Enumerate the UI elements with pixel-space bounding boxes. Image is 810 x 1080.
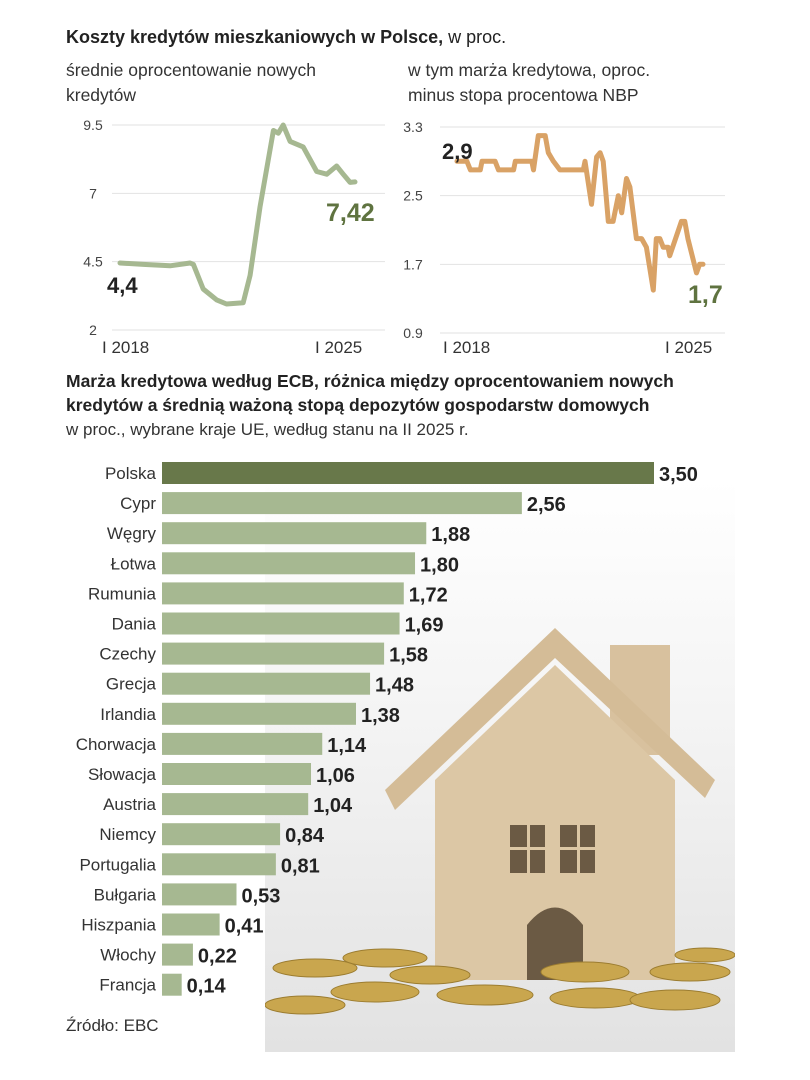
value-label: 0,41 bbox=[225, 916, 264, 938]
bar-rumunia bbox=[162, 582, 404, 605]
y-tick-label: 4.5 bbox=[83, 254, 103, 270]
value-label: 1,69 bbox=[405, 615, 444, 637]
bar-hiszpania bbox=[162, 913, 220, 936]
value-label: 1,48 bbox=[375, 675, 414, 697]
right-chart-title: w tym marża kredytowa, oproc. minus stop… bbox=[408, 60, 651, 105]
y-tick-label: 3.3 bbox=[403, 119, 423, 135]
y-tick-label: 7 bbox=[89, 185, 97, 201]
interest-rate-line bbox=[117, 122, 358, 307]
value-label: 0,84 bbox=[285, 825, 325, 847]
value-label: 1,58 bbox=[389, 645, 428, 667]
value-label: 2,56 bbox=[527, 494, 566, 516]
left-chart-title: średnie oprocentowanie nowych kredytów bbox=[66, 60, 317, 105]
bar-irlandia bbox=[162, 702, 356, 725]
value-label: 0,53 bbox=[242, 885, 281, 907]
country-label: Grecja bbox=[106, 675, 157, 694]
bar-słowacja bbox=[162, 763, 312, 785]
country-label: Cypr bbox=[120, 494, 156, 513]
country-label: Bułgaria bbox=[94, 885, 157, 904]
house-photo bbox=[264, 480, 736, 1052]
bar-portugalia bbox=[162, 853, 276, 876]
value-label: 1,14 bbox=[327, 735, 367, 757]
value-label: 1,06 bbox=[316, 765, 355, 787]
country-label: Łotwa bbox=[111, 554, 157, 573]
margin-line bbox=[454, 133, 706, 293]
bar-czechy bbox=[162, 642, 385, 665]
value-label: 1,88 bbox=[431, 524, 470, 546]
value-label: 1,04 bbox=[313, 795, 353, 817]
end-value-label: 1,7 bbox=[688, 281, 723, 309]
country-label: Czechy bbox=[99, 645, 156, 664]
title-bold: Koszty kredytów mieszkaniowych w Polsce, bbox=[66, 27, 444, 47]
source-note: Źródło: EBC bbox=[66, 1016, 159, 1035]
bar-węgry bbox=[162, 522, 427, 545]
bar-grecja bbox=[162, 672, 371, 695]
bar-chart-subtitle: w proc., wybrane kraje UE, według stanu … bbox=[66, 420, 469, 439]
value-label: 1,72 bbox=[409, 584, 448, 606]
bar-cypr bbox=[162, 492, 522, 515]
country-label: Włochy bbox=[100, 946, 156, 965]
country-label: Niemcy bbox=[99, 825, 156, 844]
country-label: Węgry bbox=[107, 524, 157, 543]
bar-chart-title: Marża kredytowa według ECB, różnica międ… bbox=[66, 371, 674, 415]
country-label: Polska bbox=[105, 464, 157, 483]
bar-włochy bbox=[162, 943, 193, 966]
value-label: 1,38 bbox=[361, 705, 400, 727]
start-value-label: 4,4 bbox=[107, 273, 138, 298]
value-label: 1,80 bbox=[420, 554, 459, 576]
country-label: Portugalia bbox=[79, 855, 156, 874]
y-tick-label: 2 bbox=[89, 322, 97, 338]
bar-dania bbox=[162, 612, 400, 635]
bar-bułgaria bbox=[162, 883, 237, 906]
page-title: Koszty kredytów mieszkaniowych w Polsce,… bbox=[66, 27, 506, 48]
x-tick-label: I 2018 bbox=[102, 338, 149, 357]
bar-niemcy bbox=[162, 823, 281, 846]
value-label: 0,22 bbox=[198, 946, 237, 968]
bar-chart: Polska 3,50 Cypr 2,56 Węgry 1,88 Łotwa 1,80 Rumu… bbox=[76, 462, 698, 998]
x-tick-label: I 2018 bbox=[443, 338, 490, 357]
country-label: Słowacja bbox=[88, 765, 157, 784]
value-label: 0,14 bbox=[187, 976, 227, 998]
x-tick-label: I 2025 bbox=[315, 338, 362, 357]
y-tick-label: 0.9 bbox=[403, 325, 423, 341]
value-label: 3,50 bbox=[659, 464, 698, 486]
x-tick-label: I 2025 bbox=[665, 338, 712, 357]
country-label: Francja bbox=[99, 976, 156, 995]
end-value-label: 7,42 bbox=[326, 199, 375, 227]
bar-polska bbox=[162, 462, 654, 484]
house-illustration bbox=[264, 628, 736, 1015]
country-label: Rumunia bbox=[88, 584, 157, 603]
country-label: Chorwacja bbox=[76, 735, 157, 754]
line-charts: 9.5 7 4.5 2 I 2018 I 2025 4,4 7,42 3.3 2.5 1.7 0.9 I… bbox=[83, 117, 725, 357]
y-tick-label: 1.7 bbox=[403, 256, 423, 272]
country-label: Hiszpania bbox=[81, 916, 156, 935]
y-tick-label: 2.5 bbox=[403, 188, 423, 204]
bar-łotwa bbox=[162, 552, 416, 575]
title-unit: w proc. bbox=[448, 27, 507, 47]
country-label: Austria bbox=[103, 795, 156, 814]
start-value-label: 2,9 bbox=[442, 139, 473, 164]
bar-francja bbox=[162, 973, 182, 996]
country-label: Dania bbox=[112, 615, 157, 634]
country-label: Irlandia bbox=[100, 705, 156, 724]
bar-chorwacja bbox=[162, 732, 323, 755]
value-label: 0,81 bbox=[281, 855, 320, 877]
y-tick-label: 9.5 bbox=[83, 117, 103, 133]
bar-austria bbox=[162, 793, 309, 816]
